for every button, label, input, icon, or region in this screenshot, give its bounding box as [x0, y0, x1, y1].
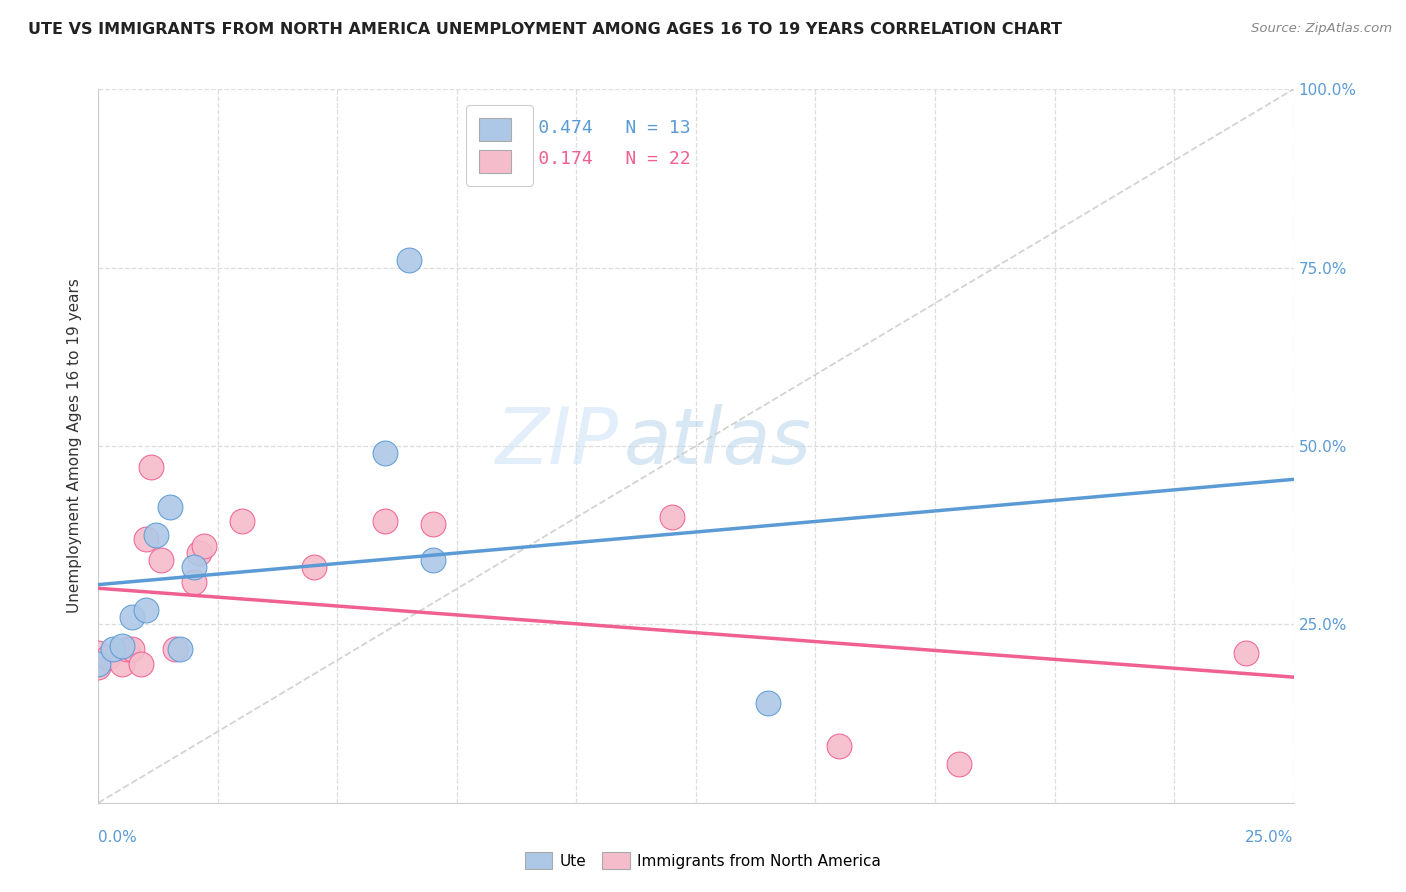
- Text: Source: ZipAtlas.com: Source: ZipAtlas.com: [1251, 22, 1392, 36]
- Text: R =  0.174   N = 22: R = 0.174 N = 22: [485, 150, 692, 168]
- Legend: Ute, Immigrants from North America: Ute, Immigrants from North America: [519, 846, 887, 875]
- Text: R =  0.474   N = 13: R = 0.474 N = 13: [485, 120, 692, 137]
- Text: 0.0%: 0.0%: [98, 830, 138, 845]
- Point: [87, 646, 110, 660]
- Point: [398, 253, 420, 268]
- Point: [135, 603, 157, 617]
- Point: [193, 539, 215, 553]
- Point: [374, 446, 396, 460]
- Point: [187, 546, 209, 560]
- Point: [163, 642, 186, 657]
- Text: ZIP: ZIP: [495, 404, 619, 481]
- Point: [1234, 646, 1257, 660]
- Point: [183, 574, 205, 589]
- Point: [828, 739, 851, 753]
- Point: [121, 642, 143, 657]
- Point: [97, 649, 120, 664]
- Point: [131, 657, 153, 671]
- Point: [231, 514, 253, 528]
- Point: [111, 639, 134, 653]
- Point: [756, 696, 779, 710]
- Point: [101, 642, 124, 657]
- Point: [183, 560, 205, 574]
- Point: [374, 514, 396, 528]
- Point: [115, 642, 138, 657]
- Point: [111, 657, 134, 671]
- Point: [159, 500, 181, 514]
- Point: [661, 510, 683, 524]
- Point: [87, 660, 110, 674]
- Point: [135, 532, 157, 546]
- Point: [169, 642, 191, 657]
- Point: [121, 610, 143, 624]
- Point: [149, 553, 172, 567]
- Legend: , : ,: [465, 105, 533, 186]
- Point: [422, 517, 444, 532]
- Point: [145, 528, 167, 542]
- Text: 25.0%: 25.0%: [1246, 830, 1294, 845]
- Y-axis label: Unemployment Among Ages 16 to 19 years: Unemployment Among Ages 16 to 19 years: [67, 278, 83, 614]
- Point: [139, 460, 162, 475]
- Point: [302, 560, 325, 574]
- Point: [948, 756, 970, 771]
- Point: [422, 553, 444, 567]
- Text: atlas: atlas: [624, 404, 813, 481]
- Text: UTE VS IMMIGRANTS FROM NORTH AMERICA UNEMPLOYMENT AMONG AGES 16 TO 19 YEARS CORR: UTE VS IMMIGRANTS FROM NORTH AMERICA UNE…: [28, 22, 1062, 37]
- Point: [87, 657, 110, 671]
